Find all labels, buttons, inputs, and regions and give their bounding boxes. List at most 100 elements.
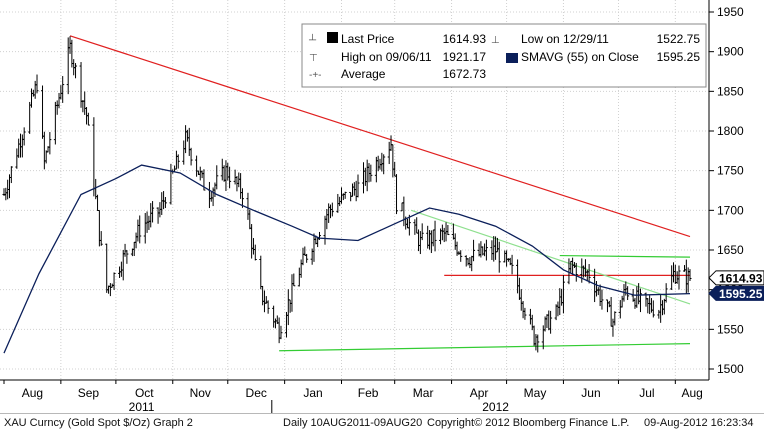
- price-bar: [253, 244, 257, 261]
- smavg-line: [3, 164, 691, 354]
- price-bar: [407, 214, 411, 236]
- price-bar: [688, 269, 692, 281]
- price-bar: [240, 188, 244, 208]
- price-tick-label: 1550: [717, 322, 744, 336]
- legend-value: 1921.17: [443, 50, 487, 64]
- trendline: [69, 35, 691, 238]
- last-price-tag-shape: [708, 270, 764, 286]
- legend-value: 1614.93: [443, 32, 487, 46]
- legend-box: [301, 23, 707, 88]
- price-bar: [433, 220, 437, 252]
- price-bar: [395, 174, 399, 215]
- legend-value: 1595.25: [657, 50, 701, 64]
- price-tick-label: 1500: [717, 362, 744, 376]
- month-tick-label: Aug: [681, 386, 702, 400]
- price-bar: [9, 166, 13, 184]
- price-bar: [523, 307, 527, 320]
- price-bar: [163, 197, 167, 209]
- price-bar: [587, 264, 591, 284]
- trendlines: [69, 35, 691, 352]
- price-bar: [343, 191, 347, 199]
- price-bar: [613, 311, 617, 326]
- price-bar: [600, 289, 604, 310]
- price-bar: [228, 166, 232, 189]
- legend-label: High on 09/06/11: [341, 50, 432, 64]
- last-price-swatch: [327, 32, 338, 43]
- price-bar: [510, 254, 514, 275]
- legend: ┴ ⊤ -+- ⊥ Last Price 1614.93 Low on 12/29/11 15…: [301, 23, 707, 88]
- legend-value: 1672.73: [443, 67, 487, 81]
- footer-copyright: Copyright© 2012 Bloomberg Finance L.P.: [427, 417, 630, 429]
- price-bar: [48, 132, 52, 155]
- trendline: [279, 343, 691, 352]
- price-bar: [138, 215, 142, 244]
- price-bar: [549, 310, 553, 334]
- price-bar: [189, 147, 193, 166]
- legend-value: 1522.75: [657, 32, 701, 46]
- price-tick-label: 1750: [717, 164, 744, 178]
- last-price-icon: ┴: [308, 33, 317, 46]
- month-tick-label: Nov: [190, 386, 211, 400]
- high-icon: ⊤: [309, 53, 318, 64]
- price-bar: [472, 239, 476, 262]
- price-tick-label: 1850: [717, 84, 744, 98]
- legend-label: SMAVG (55) on Close: [521, 50, 639, 64]
- price-bar: [356, 174, 360, 198]
- price-bar: [305, 253, 309, 263]
- price-bar: [112, 272, 116, 290]
- trendline: [411, 209, 691, 305]
- price-tick-label: 1800: [717, 124, 744, 138]
- price-bar: [369, 164, 373, 182]
- last-price-tag-text: 1614.93: [719, 271, 763, 285]
- price-bar: [22, 127, 26, 146]
- price-bar: [61, 76, 65, 103]
- price-bar: [215, 165, 219, 190]
- low-icon: ⊥: [491, 35, 500, 46]
- price-bar: [561, 275, 565, 314]
- price-bar: [420, 223, 424, 241]
- price-tick-label: 1700: [717, 203, 744, 217]
- smavg-tag-text: 1595.25: [719, 287, 763, 301]
- average-icon: -+-: [309, 70, 322, 81]
- month-tick-label: Aug: [22, 386, 43, 400]
- price-bar: [266, 300, 270, 314]
- smavg-swatch: [506, 53, 518, 63]
- price-tick-label: 1950: [717, 5, 744, 19]
- month-tick-label: May: [524, 386, 547, 400]
- price-bar: [459, 250, 463, 262]
- legend-label: Low on 12/29/11: [521, 32, 609, 46]
- price-bar: [536, 334, 540, 353]
- price-bar: [292, 273, 296, 287]
- axes: 1500155016001650170017501800185019001950…: [0, 0, 744, 414]
- price-tags: 1614.93 1595.25: [708, 270, 764, 301]
- smavg-tag-shape: [708, 285, 764, 301]
- month-tick-label: Mar: [413, 386, 434, 400]
- price-tick-label: 1900: [717, 45, 744, 59]
- year-label: 2012: [482, 400, 509, 414]
- price-bar: [74, 63, 78, 79]
- price-bar: [35, 74, 39, 94]
- price-bar: [330, 202, 334, 217]
- month-tick-label: Oct: [135, 386, 154, 400]
- price-bar: [497, 241, 501, 273]
- month-tick-label: Jun: [581, 386, 600, 400]
- year-label: 2011: [129, 400, 155, 414]
- price-bar: [99, 231, 103, 246]
- month-tick-label: Sep: [78, 386, 100, 400]
- month-tick-label: Dec: [246, 386, 267, 400]
- price-bar: [125, 250, 129, 264]
- footer-instrument: XAU Curncy (Gold Spot $/Oz) Graph 2: [4, 417, 193, 429]
- price-bar: [574, 262, 578, 282]
- legend-label: Last Price: [341, 32, 395, 46]
- month-tick-label: Jul: [639, 386, 654, 400]
- price-bar: [651, 300, 655, 318]
- price-bar: [446, 224, 450, 236]
- price-tick-label: 1650: [717, 243, 744, 257]
- footer-timestamp: 09-Aug-2012 16:23:34: [644, 417, 754, 429]
- price-bar: [86, 112, 90, 126]
- price-bar: [279, 325, 283, 340]
- smavg-path: [3, 164, 691, 354]
- price-bars: [2, 36, 692, 353]
- chart-svg: 1500155016001650170017501800185019001950…: [0, 0, 764, 414]
